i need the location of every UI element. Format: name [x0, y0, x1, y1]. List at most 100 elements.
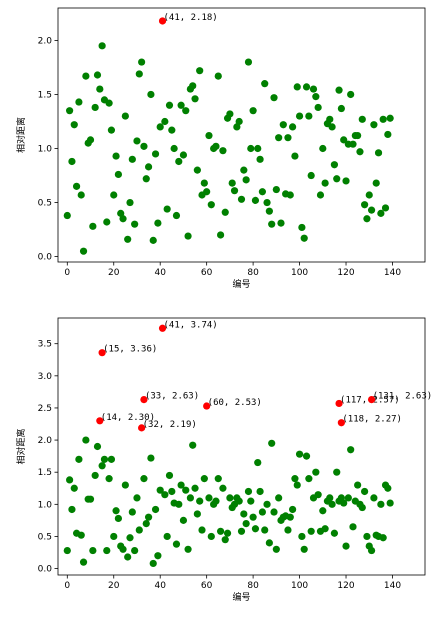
data-point	[96, 85, 104, 93]
data-point	[347, 446, 355, 454]
data-point	[298, 532, 306, 541]
data-point	[163, 532, 171, 541]
data-point	[175, 500, 183, 508]
data-point	[279, 121, 287, 129]
data-point	[314, 103, 322, 112]
outlier-point	[335, 399, 343, 408]
data-point	[361, 201, 369, 209]
data-point	[291, 475, 299, 483]
data-point	[82, 72, 90, 80]
data-point	[272, 545, 280, 553]
data-point	[184, 545, 192, 553]
data-point	[344, 494, 352, 502]
data-point	[349, 523, 357, 531]
x-tick-label: 140	[384, 581, 401, 591]
x-axis-label: 编号	[232, 278, 250, 290]
data-point	[354, 481, 362, 489]
data-point	[314, 491, 322, 499]
data-point	[333, 175, 341, 183]
data-point	[121, 112, 129, 120]
data-point	[191, 95, 199, 103]
data-point	[247, 144, 255, 153]
data-point	[263, 500, 271, 508]
data-point	[105, 475, 113, 483]
outlier-label: (41, 3.74)	[164, 320, 218, 330]
data-point	[254, 458, 262, 467]
data-point	[384, 484, 392, 492]
data-point	[330, 529, 339, 537]
data-point	[75, 98, 83, 106]
data-point	[295, 112, 304, 120]
data-point	[103, 218, 111, 226]
data-point	[365, 191, 373, 199]
data-point	[89, 546, 97, 555]
data-point	[293, 481, 301, 489]
data-point	[186, 494, 194, 502]
data-point	[381, 204, 390, 212]
plot-frame	[57, 317, 426, 576]
x-tick-label: 120	[337, 268, 354, 278]
data-point	[249, 107, 257, 115]
data-point	[144, 513, 153, 521]
x-tick-label: 100	[291, 581, 308, 591]
data-point	[340, 499, 348, 507]
x-tick-label: 20	[108, 581, 120, 591]
data-point	[140, 475, 148, 483]
data-point	[98, 42, 106, 50]
data-point	[93, 71, 102, 79]
data-point	[205, 131, 213, 140]
data-point	[244, 487, 253, 496]
data-point	[309, 85, 318, 93]
scatter-chart-top: 0 20 40 60 80 100 120 140 0.0 0.5 1.0 1.5 2.0 编号 相对距离 (…	[15, 7, 426, 290]
data-point	[367, 206, 376, 214]
data-point	[79, 247, 88, 255]
data-point	[251, 196, 260, 204]
data-point	[286, 191, 294, 199]
data-point	[289, 505, 297, 514]
data-point	[354, 131, 362, 140]
data-point	[203, 188, 211, 196]
x-tick-label: 60	[201, 581, 213, 591]
data-point	[312, 93, 320, 101]
data-point	[170, 144, 178, 153]
data-point	[128, 155, 136, 163]
data-point	[86, 495, 95, 503]
x-tick-label: 40	[154, 581, 166, 591]
data-point	[68, 505, 76, 514]
data-point	[156, 123, 164, 131]
data-point	[265, 207, 273, 215]
data-point	[147, 454, 155, 462]
data-point	[63, 546, 71, 555]
data-point	[293, 83, 301, 91]
x-tick-label: 140	[384, 268, 401, 278]
data-point	[298, 223, 306, 232]
data-point	[198, 526, 206, 534]
outlier-label: (15, 3.36)	[103, 345, 157, 355]
data-point	[347, 90, 355, 99]
data-point	[286, 513, 294, 521]
data-point	[161, 491, 169, 499]
data-point	[384, 130, 392, 139]
data-point	[214, 72, 222, 80]
data-point	[66, 476, 74, 484]
data-point	[161, 117, 169, 126]
data-point	[165, 471, 174, 480]
data-point	[193, 166, 201, 174]
data-point	[72, 182, 81, 190]
data-point	[358, 115, 366, 123]
data-point	[172, 211, 181, 220]
data-point	[302, 452, 311, 460]
data-point	[316, 191, 325, 199]
data-point	[184, 232, 192, 240]
outlier-label: (131, 2.63)	[373, 392, 433, 402]
data-point	[77, 531, 85, 539]
data-point	[235, 497, 243, 505]
data-point	[196, 497, 204, 505]
data-point	[121, 481, 129, 489]
data-point	[168, 487, 176, 496]
data-point	[207, 201, 215, 209]
data-point	[307, 171, 315, 180]
data-point	[374, 149, 383, 157]
outlier-label: (60, 2.53)	[208, 398, 262, 408]
